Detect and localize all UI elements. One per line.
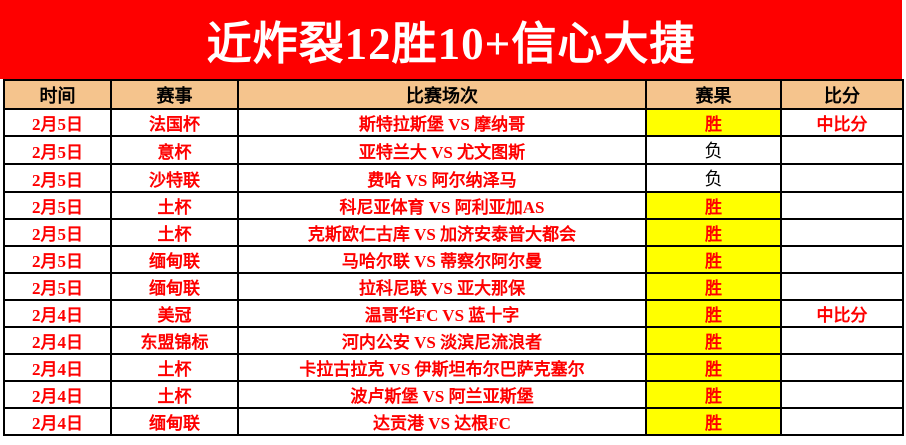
match-cell: 斯特拉斯堡 VS 摩纳哥 <box>237 108 647 137</box>
result-cell: 负 <box>645 163 782 193</box>
league-cell: 土杯 <box>110 380 239 409</box>
table-row: 2月5日 缅甸联 拉科尼联 VS 亚大那保 胜 <box>3 272 904 301</box>
date-cell: 2月4日 <box>3 299 112 328</box>
match-cell: 马哈尔联 VS 蒂察尔阿尔曼 <box>237 245 647 274</box>
match-cell: 卡拉古拉克 VS 伊斯坦布尔巴萨克塞尔 <box>237 353 647 382</box>
score-cell <box>780 353 904 382</box>
score-cell <box>780 245 904 274</box>
league-cell: 土杯 <box>110 218 239 247</box>
result-cell: 胜 <box>645 326 782 355</box>
date-cell: 2月5日 <box>3 272 112 301</box>
score-cell <box>780 407 904 436</box>
league-cell: 意杯 <box>110 135 239 165</box>
header-row: 时间 赛事 比赛场次 赛果 比分 <box>3 79 904 110</box>
league-cell: 土杯 <box>110 353 239 382</box>
col-header-match: 比赛场次 <box>237 79 647 110</box>
score-cell <box>780 218 904 247</box>
result-cell: 胜 <box>645 218 782 247</box>
table-row: 2月4日 美冠 温哥华FC VS 蓝十字 胜 中比分 <box>3 299 904 328</box>
match-cell: 温哥华FC VS 蓝十字 <box>237 299 647 328</box>
table-row: 2月5日 法国杯 斯特拉斯堡 VS 摩纳哥 胜 中比分 <box>3 108 904 137</box>
table-row: 2月5日 土杯 克斯欧仁古库 VS 加济安泰普大都会 胜 <box>3 218 904 247</box>
date-cell: 2月4日 <box>3 407 112 436</box>
banner: 近炸裂12胜10+信心大捷 <box>0 0 902 79</box>
date-cell: 2月5日 <box>3 245 112 274</box>
result-cell: 胜 <box>645 245 782 274</box>
banner-title: 近炸裂12胜10+信心大捷 <box>206 19 696 69</box>
result-cell: 胜 <box>645 299 782 328</box>
results-table-body: 2月5日 法国杯 斯特拉斯堡 VS 摩纳哥 胜 中比分 2月5日 意杯 亚特兰大… <box>3 108 904 436</box>
score-cell <box>780 191 904 220</box>
score-cell <box>780 380 904 409</box>
score-cell <box>780 135 904 165</box>
result-cell: 胜 <box>645 353 782 382</box>
results-table: 时间 赛事 比赛场次 赛果 比分 2月5日 法国杯 斯特拉斯堡 VS 摩纳哥 胜… <box>3 79 904 436</box>
match-cell: 波卢斯堡 VS 阿兰亚斯堡 <box>237 380 647 409</box>
match-cell: 科尼亚体育 VS 阿利亚加AS <box>237 191 647 220</box>
league-cell: 东盟锦标 <box>110 326 239 355</box>
date-cell: 2月4日 <box>3 353 112 382</box>
col-header-league: 赛事 <box>110 79 239 110</box>
col-header-time: 时间 <box>3 79 112 110</box>
score-cell <box>780 163 904 193</box>
date-cell: 2月4日 <box>3 380 112 409</box>
score-cell: 中比分 <box>780 108 904 137</box>
date-cell: 2月5日 <box>3 218 112 247</box>
match-cell: 河内公安 VS 淡滨尼流浪者 <box>237 326 647 355</box>
table-row: 2月5日 土杯 科尼亚体育 VS 阿利亚加AS 胜 <box>3 191 904 220</box>
table-row: 2月4日 土杯 波卢斯堡 VS 阿兰亚斯堡 胜 <box>3 380 904 409</box>
table-row: 2月5日 沙特联 费哈 VS 阿尔纳泽马 负 <box>3 163 904 193</box>
match-cell: 克斯欧仁古库 VS 加济安泰普大都会 <box>237 218 647 247</box>
result-cell: 胜 <box>645 272 782 301</box>
date-cell: 2月5日 <box>3 135 112 165</box>
match-cell: 亚特兰大 VS 尤文图斯 <box>237 135 647 165</box>
date-cell: 2月4日 <box>3 326 112 355</box>
table-row: 2月4日 缅甸联 达贡港 VS 达根FC 胜 <box>3 407 904 436</box>
table-row: 2月5日 意杯 亚特兰大 VS 尤文图斯 负 <box>3 135 904 165</box>
date-cell: 2月5日 <box>3 108 112 137</box>
score-cell: 中比分 <box>780 299 904 328</box>
score-cell <box>780 272 904 301</box>
league-cell: 缅甸联 <box>110 245 239 274</box>
date-cell: 2月5日 <box>3 191 112 220</box>
col-header-result: 赛果 <box>645 79 782 110</box>
result-cell: 胜 <box>645 191 782 220</box>
match-cell: 费哈 VS 阿尔纳泽马 <box>237 163 647 193</box>
result-cell: 胜 <box>645 407 782 436</box>
date-cell: 2月5日 <box>3 163 112 193</box>
league-cell: 土杯 <box>110 191 239 220</box>
table-row: 2月5日 缅甸联 马哈尔联 VS 蒂察尔阿尔曼 胜 <box>3 245 904 274</box>
match-cell: 拉科尼联 VS 亚大那保 <box>237 272 647 301</box>
table-row: 2月4日 东盟锦标 河内公安 VS 淡滨尼流浪者 胜 <box>3 326 904 355</box>
league-cell: 缅甸联 <box>110 272 239 301</box>
col-header-score: 比分 <box>780 79 904 110</box>
result-cell: 胜 <box>645 380 782 409</box>
result-cell: 胜 <box>645 108 782 137</box>
table-row: 2月4日 土杯 卡拉古拉克 VS 伊斯坦布尔巴萨克塞尔 胜 <box>3 353 904 382</box>
league-cell: 沙特联 <box>110 163 239 193</box>
score-cell <box>780 326 904 355</box>
result-cell: 负 <box>645 135 782 165</box>
league-cell: 美冠 <box>110 299 239 328</box>
league-cell: 缅甸联 <box>110 407 239 436</box>
league-cell: 法国杯 <box>110 108 239 137</box>
match-cell: 达贡港 VS 达根FC <box>237 407 647 436</box>
